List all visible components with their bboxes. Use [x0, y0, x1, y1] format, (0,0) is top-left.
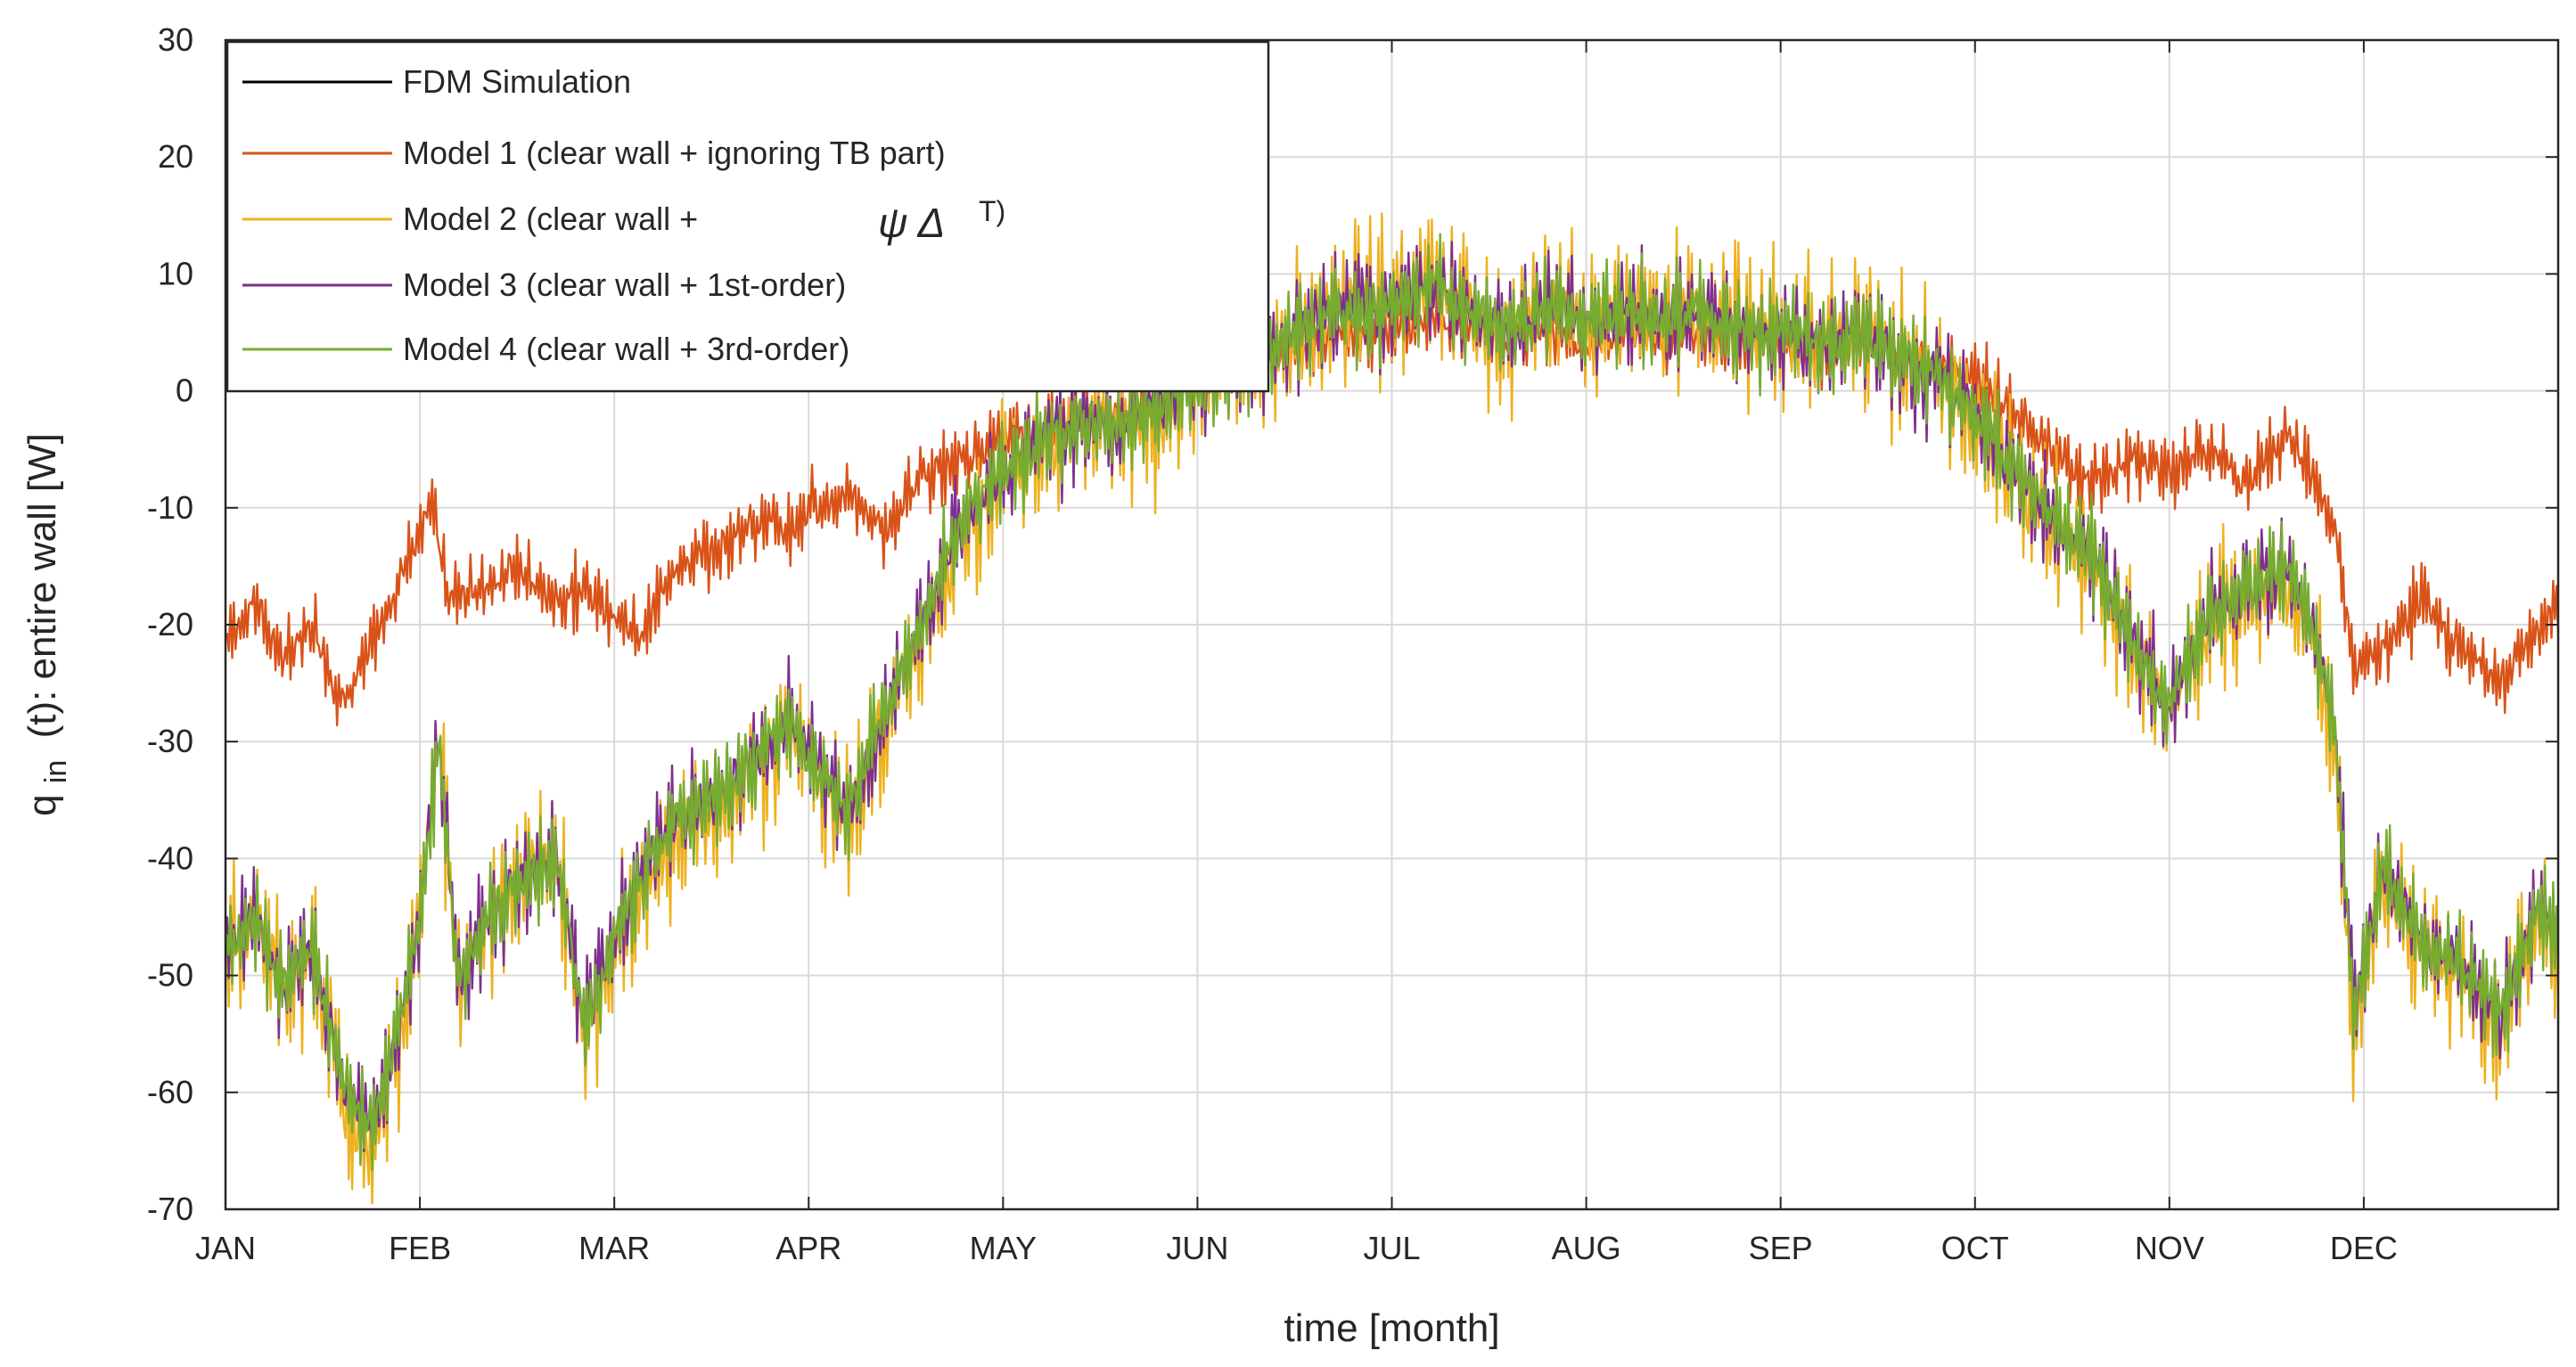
- y-axis-label: q in (t): entire wall [W]: [21, 433, 75, 816]
- legend-label: FDM Simulation: [403, 63, 631, 100]
- legend-label: Model 1 (clear wall + ignoring TB part): [403, 135, 946, 171]
- y-tick-label: 20: [158, 138, 193, 175]
- x-tick-label: SEP: [1749, 1230, 1813, 1266]
- y-tick-label: 0: [176, 372, 193, 409]
- x-tick-label: JAN: [195, 1230, 256, 1266]
- y-axis-label-subscript: in: [39, 760, 73, 783]
- x-tick-label: DEC: [2330, 1230, 2398, 1266]
- x-tick-label: FEB: [389, 1230, 451, 1266]
- y-axis-label-suffix: (t): entire wall [W]: [21, 433, 64, 738]
- y-tick-label: 10: [158, 255, 193, 291]
- legend-label: Model 4 (clear wall + 3rd-order): [403, 331, 849, 367]
- x-tick-label: AUG: [1552, 1230, 1621, 1266]
- y-tick-label: -10: [147, 489, 193, 526]
- x-tick-label: MAR: [578, 1230, 650, 1266]
- y-tick-label: -20: [147, 606, 193, 643]
- y-tick-label: -40: [147, 839, 193, 876]
- x-tick-label: APR: [775, 1230, 841, 1266]
- y-tick-label: -50: [147, 957, 193, 994]
- x-tick-label: MAY: [970, 1230, 1037, 1266]
- x-tick-label: OCT: [1941, 1230, 2009, 1266]
- x-tick-label: NOV: [2135, 1230, 2204, 1266]
- x-tick-label: JUN: [1166, 1230, 1228, 1266]
- legend: FDM Simulation Model 1 (clear wall + igno…: [226, 40, 1270, 393]
- y-tick-label: -30: [147, 723, 193, 759]
- x-tick-label: JUL: [1363, 1230, 1420, 1266]
- y-tick-label: -60: [147, 1074, 193, 1110]
- legend-label: Model 2 (clear wall +: [403, 201, 698, 237]
- series-line-model-3: [224, 241, 2560, 1166]
- y-tick-label: 30: [158, 21, 193, 58]
- legend-math-symbol: ψ Δ: [878, 200, 945, 246]
- series-layer: [224, 212, 2560, 1205]
- y-axis-label-prefix: q: [21, 794, 64, 815]
- x-axis-label: time [month]: [1284, 1306, 1499, 1350]
- legend-box: [226, 40, 1270, 393]
- legend-math-superscript: T): [979, 195, 1005, 227]
- legend-label: Model 3 (clear wall + 1st-order): [403, 266, 846, 303]
- series-line-model-1: [225, 290, 2560, 727]
- series-line-model-4: [224, 233, 2560, 1172]
- y-tick-label: -70: [147, 1191, 193, 1227]
